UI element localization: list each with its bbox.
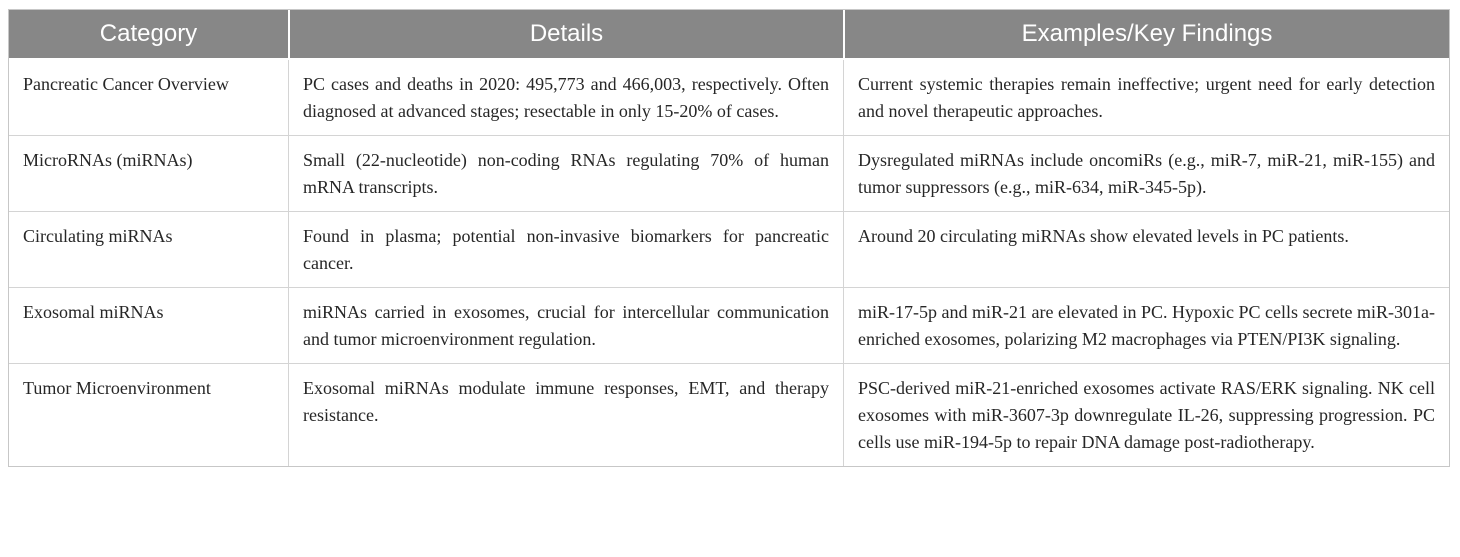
cell-details: Exosomal miRNAs modulate immune response…	[288, 363, 843, 466]
table-header-row: Category Details Examples/Key Findings	[9, 10, 1449, 60]
table-row: Pancreatic Cancer Overview PC cases and …	[9, 60, 1449, 135]
cell-findings: Current systemic therapies remain ineffe…	[843, 60, 1449, 135]
column-header-findings: Examples/Key Findings	[843, 10, 1449, 60]
cell-details: miRNAs carried in exosomes, crucial for …	[288, 287, 843, 363]
cell-findings: miR-17-5p and miR-21 are elevated in PC.…	[843, 287, 1449, 363]
summary-table: Category Details Examples/Key Findings P…	[8, 9, 1450, 467]
cell-category: Tumor Microenvironment	[9, 363, 288, 466]
cell-category: Exosomal miRNAs	[9, 287, 288, 363]
table-row: Circulating miRNAs Found in plasma; pote…	[9, 211, 1449, 287]
table-body: Pancreatic Cancer Overview PC cases and …	[9, 60, 1449, 466]
cell-category: MicroRNAs (miRNAs)	[9, 135, 288, 211]
table-row: MicroRNAs (miRNAs) Small (22-nucleotide)…	[9, 135, 1449, 211]
column-header-details: Details	[288, 10, 843, 60]
table-row: Tumor Microenvironment Exosomal miRNAs m…	[9, 363, 1449, 466]
table-row: Exosomal miRNAs miRNAs carried in exosom…	[9, 287, 1449, 363]
cell-details: PC cases and deaths in 2020: 495,773 and…	[288, 60, 843, 135]
cell-findings: PSC-derived miR-21-enriched exosomes act…	[843, 363, 1449, 466]
cell-details: Found in plasma; potential non-invasive …	[288, 211, 843, 287]
cell-findings: Dysregulated miRNAs include oncomiRs (e.…	[843, 135, 1449, 211]
cell-category: Circulating miRNAs	[9, 211, 288, 287]
column-header-category: Category	[9, 10, 288, 60]
cell-findings: Around 20 circulating miRNAs show elevat…	[843, 211, 1449, 287]
cell-category: Pancreatic Cancer Overview	[23, 74, 229, 94]
cell-details: Small (22-nucleotide) non-coding RNAs re…	[288, 135, 843, 211]
